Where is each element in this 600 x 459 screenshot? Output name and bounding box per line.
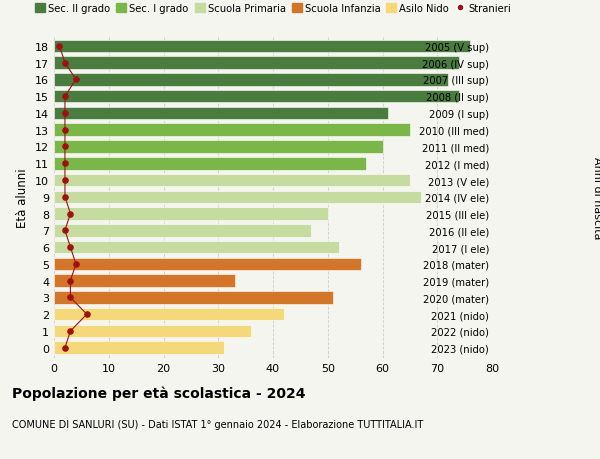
Bar: [54, 157, 366, 170]
Point: [60, 344, 70, 352]
Point: [82, 311, 92, 318]
Bar: [54, 57, 459, 70]
Bar: [54, 275, 235, 287]
Point: [65, 244, 75, 251]
Point: [60, 144, 70, 151]
Point: [60, 127, 70, 134]
Bar: [54, 291, 333, 304]
Point: [65, 277, 75, 285]
Point: [65, 210, 75, 218]
Bar: [54, 74, 448, 86]
Bar: [54, 40, 470, 53]
Bar: [54, 325, 251, 337]
Text: Anni di nascita: Anni di nascita: [592, 156, 600, 239]
Bar: [54, 124, 410, 137]
Point: [60, 227, 70, 235]
Point: [60, 110, 70, 118]
Point: [55, 43, 64, 50]
Text: Popolazione per età scolastica - 2024: Popolazione per età scolastica - 2024: [12, 386, 305, 400]
Bar: [54, 141, 383, 153]
Bar: [54, 308, 284, 321]
Point: [60, 93, 70, 101]
Bar: [54, 241, 338, 254]
Point: [60, 177, 70, 185]
Bar: [54, 107, 388, 120]
Point: [65, 328, 75, 335]
Bar: [54, 224, 311, 237]
Bar: [54, 91, 459, 103]
Bar: [54, 341, 224, 354]
Point: [71, 261, 81, 268]
Bar: [54, 174, 410, 187]
Legend: Sec. II grado, Sec. I grado, Scuola Primaria, Scuola Infanzia, Asilo Nido, Stran: Sec. II grado, Sec. I grado, Scuola Prim…: [31, 0, 515, 18]
Point: [71, 77, 81, 84]
Bar: [54, 208, 328, 220]
Point: [60, 60, 70, 67]
Point: [60, 194, 70, 201]
Point: [60, 160, 70, 168]
Point: [65, 294, 75, 302]
Bar: [54, 258, 361, 271]
Bar: [54, 191, 421, 204]
Y-axis label: Età alunni: Età alunni: [16, 168, 29, 227]
Text: COMUNE DI SANLURI (SU) - Dati ISTAT 1° gennaio 2024 - Elaborazione TUTTITALIA.IT: COMUNE DI SANLURI (SU) - Dati ISTAT 1° g…: [12, 419, 423, 429]
